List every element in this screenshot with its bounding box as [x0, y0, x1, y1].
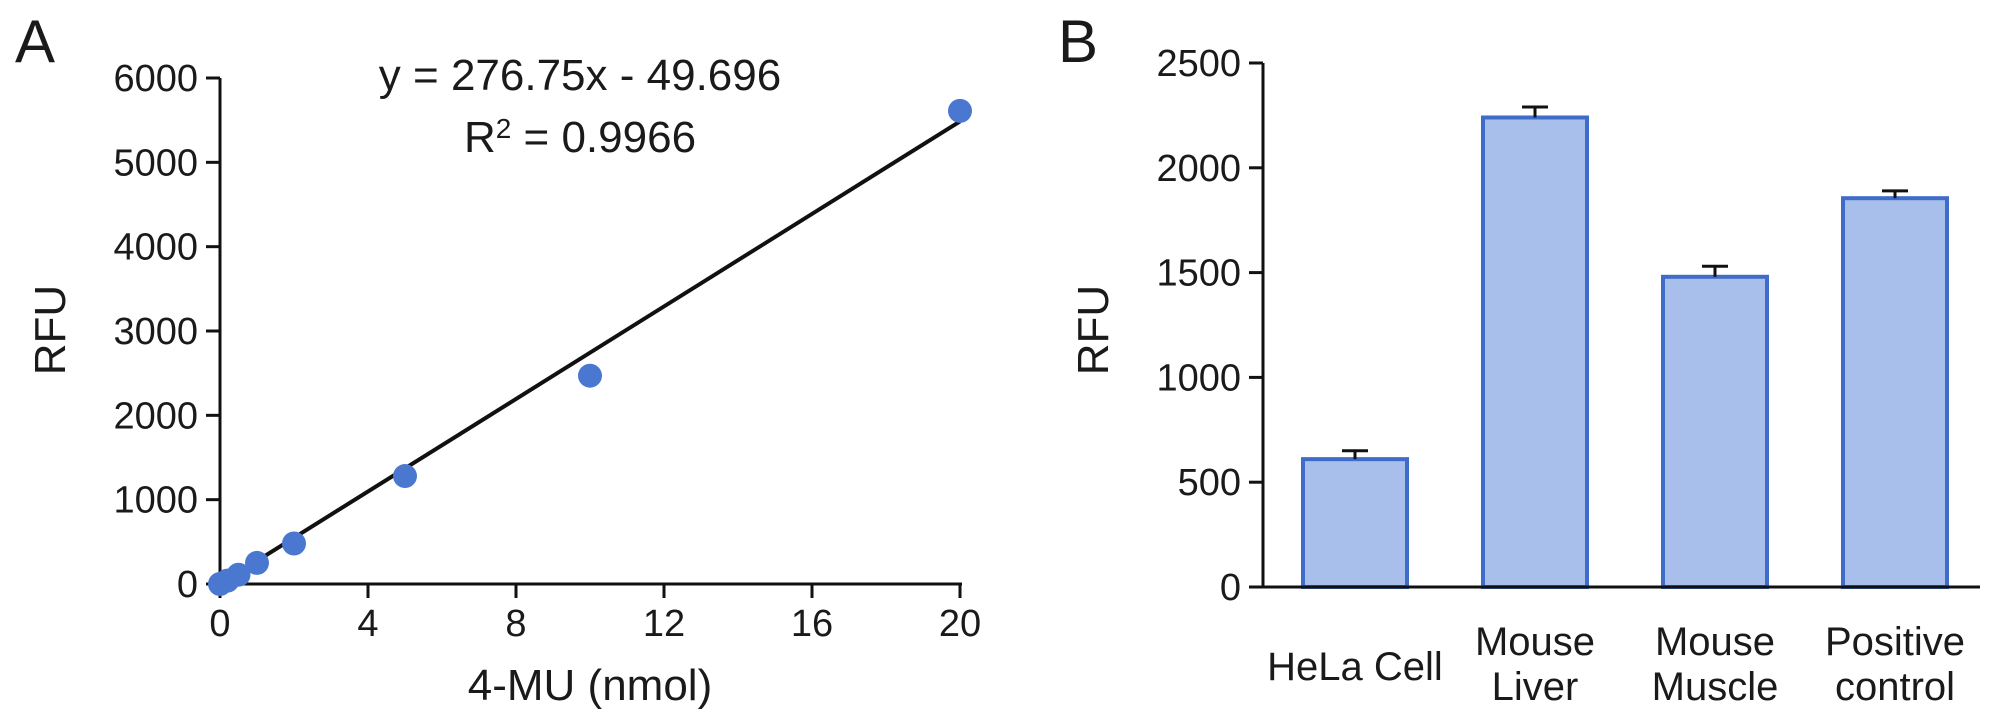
y-tick-label: 4000: [113, 227, 198, 269]
y-tick-label: 1500: [1156, 253, 1241, 295]
x-tick-label: 0: [209, 603, 230, 645]
y-tick-label: 2000: [1156, 148, 1241, 190]
category-label: Positive: [1825, 620, 1965, 664]
chart-a-r2-sup: 2: [496, 113, 512, 144]
category-label: Mouse: [1475, 620, 1595, 664]
category-label: Mouse: [1655, 620, 1775, 664]
chart-a-r2: R2 = 0.9966: [464, 113, 696, 162]
bar: [1481, 115, 1589, 589]
data-point: [226, 562, 251, 587]
data-point: [948, 98, 972, 123]
category-label: Liver: [1492, 665, 1579, 709]
chart-a-points: [208, 98, 972, 596]
x-tick-label: 12: [643, 603, 685, 645]
chart-b-category-labels: HeLa CellMouseLiverMouseMusclePositiveco…: [1267, 620, 1965, 709]
data-point: [282, 531, 306, 556]
y-tick-label: 5000: [113, 142, 198, 184]
data-point: [245, 550, 269, 575]
bar: [1661, 274, 1769, 589]
x-tick-label: 8: [505, 603, 526, 645]
chart-b-bars: [1301, 105, 1949, 590]
y-tick-label: 1000: [113, 480, 198, 522]
y-tick-label: 1000: [1156, 357, 1241, 399]
panel-a-letter: A: [15, 8, 55, 75]
x-tick-label: 20: [939, 603, 981, 645]
y-tick-label: 0: [177, 564, 198, 606]
chart-a-r2-value: = 0.9966: [511, 113, 696, 162]
panel-b-letter: B: [1058, 8, 1098, 75]
x-tick-label: 16: [791, 603, 833, 645]
chart-a-x-label: 4-MU (nmol): [468, 661, 712, 710]
chart-b-y-ticks: 0 500 1000 1500 2000 2500: [1156, 43, 1263, 609]
category-label: Muscle: [1652, 665, 1779, 709]
y-tick-label: 2500: [1156, 43, 1241, 85]
chart-a-fit-line: [218, 119, 962, 586]
chart-a: A 0 1000 2000 3000 4000 5000 6000 0 4 8 12 16 20 y …: [15, 8, 981, 710]
category-label: control: [1835, 665, 1955, 709]
x-tick-label: 4: [357, 603, 378, 645]
y-tick-label: 0: [1220, 567, 1241, 609]
chart-a-y-label: RFU: [26, 285, 75, 375]
y-tick-label: 500: [1178, 462, 1241, 504]
bar: [1301, 457, 1409, 590]
y-tick-label: 3000: [113, 311, 198, 353]
category-label: HeLa Cell: [1267, 645, 1443, 689]
chart-a-x-ticks: 0 4 8 12 16 20: [209, 584, 981, 645]
bar: [1841, 196, 1949, 590]
y-tick-label: 6000: [113, 58, 198, 100]
chart-b-y-label: RFU: [1069, 285, 1118, 375]
y-tick-label: 2000: [113, 395, 198, 437]
data-point: [578, 363, 602, 388]
chart-a-r2-label: R: [464, 113, 496, 162]
chart-a-equation: y = 276.75x - 49.696: [379, 51, 781, 100]
chart-a-y-ticks: 0 1000 2000 3000 4000 5000 6000: [113, 58, 220, 606]
data-point: [393, 464, 417, 489]
